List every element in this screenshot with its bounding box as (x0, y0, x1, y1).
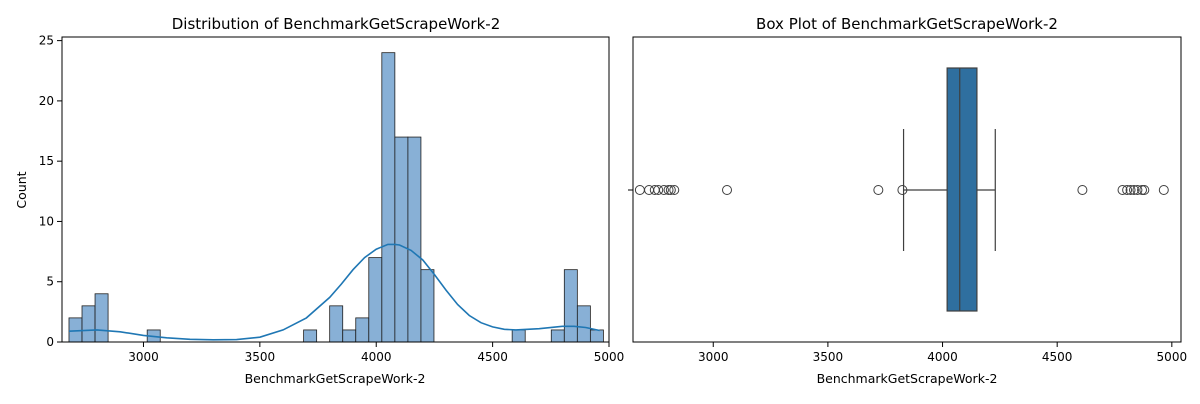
histogram-bar (550, 329, 565, 343)
x-tick-label: 3500 (813, 350, 844, 364)
histogram-y-label: Count (14, 171, 29, 208)
histogram-frame (61, 36, 610, 343)
histogram-bar (381, 52, 396, 343)
outlier-point (653, 185, 664, 195)
histogram-bar (81, 305, 96, 343)
histogram-title: Distribution of BenchmarkGetScrapeWork-2 (172, 15, 501, 33)
outlier-point (1128, 185, 1139, 195)
histogram-bar (368, 257, 383, 343)
y-tick-label: 5 (46, 275, 54, 289)
histogram-panel: Distribution of BenchmarkGetScrapeWork-2… (14, 15, 624, 386)
boxplot-x-label: BenchmarkGetScrapeWork-2 (817, 371, 998, 386)
outlier-point (873, 185, 884, 195)
histogram-bar (394, 136, 409, 343)
histogram-x-label: BenchmarkGetScrapeWork-2 (245, 371, 426, 386)
x-tick-label: 3500 (245, 350, 276, 364)
kde-curve (68, 243, 600, 341)
boxplot-title: Box Plot of BenchmarkGetScrapeWork-2 (756, 15, 1058, 33)
x-tick-label: 4500 (477, 350, 508, 364)
outlier-point (1137, 185, 1148, 195)
histogram-bar (420, 269, 435, 343)
x-tick-label: 5000 (1157, 350, 1188, 364)
y-tick-label: 15 (39, 154, 54, 168)
x-tick-label: 3000 (128, 350, 159, 364)
histogram-bars (68, 52, 604, 343)
histogram-bar (407, 136, 422, 343)
boxplot-elements (634, 67, 1169, 312)
histogram-bar (511, 329, 526, 343)
outlier-point (658, 185, 669, 195)
boxplot-x-ticks: 3000 3500 4000 4500 5000 (698, 342, 1187, 364)
boxplot-panel: Box Plot of BenchmarkGetScrapeWork-2 300… (628, 15, 1187, 386)
outlier-point (1122, 185, 1133, 195)
histogram-bar (563, 269, 578, 343)
histogram-bar (342, 329, 357, 343)
outlier-point (1139, 185, 1150, 195)
outlier-point (1132, 185, 1143, 195)
histogram-bar (355, 317, 370, 343)
y-tick-label: 0 (46, 335, 54, 349)
outlier-point (1125, 185, 1136, 195)
x-tick-label: 5000 (594, 350, 625, 364)
histogram-bar (94, 293, 109, 343)
outlier-point (722, 185, 733, 195)
y-tick-label: 25 (39, 34, 54, 48)
histogram-x-ticks: 3000 3500 4000 4500 5000 (128, 342, 624, 364)
histogram-y-ticks: 0 5 10 15 20 25 (39, 34, 62, 349)
x-tick-label: 3000 (698, 350, 729, 364)
outlier-point (665, 185, 676, 195)
outlier-point (1077, 185, 1088, 195)
outlier-point (1158, 185, 1169, 195)
x-tick-label: 4500 (1042, 350, 1073, 364)
x-tick-label: 4000 (927, 350, 958, 364)
histogram-bar (303, 329, 318, 343)
x-tick-label: 4000 (361, 350, 392, 364)
outlier-point (634, 185, 645, 195)
histogram-bar (589, 329, 604, 343)
outlier-point (663, 185, 674, 195)
histogram-bar (329, 305, 344, 343)
outlier-point (669, 185, 680, 195)
iqr-box (946, 67, 978, 312)
outlier-point (1117, 185, 1128, 195)
y-tick-label: 20 (39, 94, 54, 108)
histogram-bar (576, 305, 591, 343)
outlier-point (897, 185, 908, 195)
y-tick-label: 10 (39, 214, 54, 228)
